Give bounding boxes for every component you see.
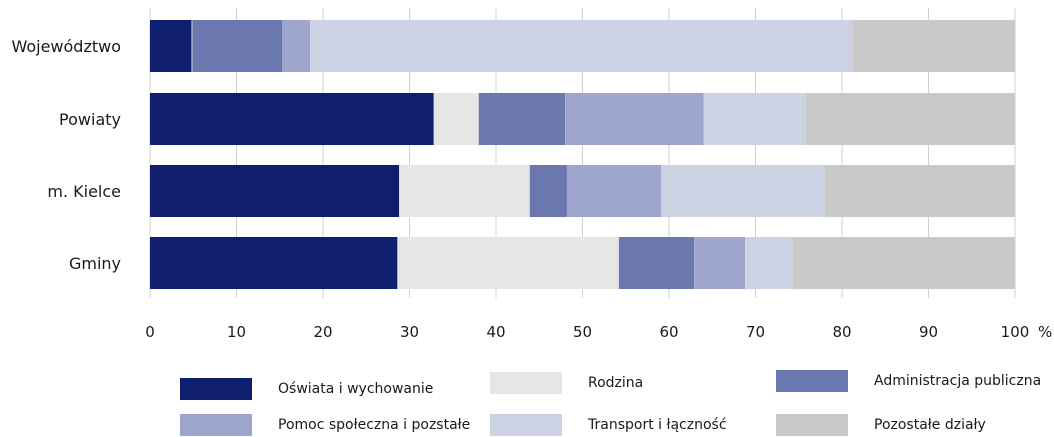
legend-item-transport: Transport i łączność (490, 413, 727, 437)
bar-segment (703, 93, 806, 145)
x-axis: % 0 10 20 30 40 50 60 70 80 90 100 (145, 323, 1052, 341)
bar-segment (618, 237, 695, 289)
bar-segment (694, 237, 746, 289)
legend-swatch (180, 378, 252, 400)
legend-swatch (490, 372, 562, 394)
x-tick-label: 100 (1001, 323, 1030, 341)
x-tick-label: 30 (400, 323, 419, 341)
x-tick-label: 0 (145, 323, 155, 341)
bar-segment (191, 20, 193, 72)
bar-segment (310, 20, 853, 72)
legend-swatch (180, 414, 252, 436)
legend-label: Rodzina (588, 375, 644, 391)
legend-item-oswiata: Oświata i wychowanie (180, 377, 433, 401)
x-tick-label: 40 (486, 323, 505, 341)
x-axis-unit: % (1038, 323, 1052, 341)
x-tick-label: 90 (919, 323, 938, 341)
legend-swatch (490, 414, 562, 436)
bar-segment (565, 93, 704, 145)
legend-label: Transport i łączność (588, 417, 727, 433)
stacked-bar-chart: % 0 10 20 30 40 50 60 70 80 90 100 Województwo Powi… (11, 8, 1052, 341)
bar-segment (824, 165, 1015, 217)
x-tick-label: 10 (227, 323, 246, 341)
category-label: Gminy (69, 254, 121, 273)
category-labels: Województwo Powiaty m. Kielce Gminy (11, 37, 121, 273)
bar-segment (150, 165, 400, 217)
bar-segment (192, 20, 283, 72)
legend-item-pozostale: Pozostałe działy (776, 413, 986, 437)
category-label: Powiaty (59, 110, 121, 129)
x-tick-label: 20 (313, 323, 332, 341)
bars (150, 20, 1015, 289)
legend: Oświata i wychowanie Rodzina Administrac… (0, 360, 1054, 437)
bar-segment (792, 237, 1015, 289)
legend-label: Administracja publiczna (874, 373, 1042, 389)
legend-label: Pozostałe działy (874, 417, 986, 433)
bar-segment (282, 20, 311, 72)
bar-segment (529, 165, 567, 217)
bar-segment (399, 165, 530, 217)
category-label: Województwo (11, 37, 121, 56)
bar-segment (661, 165, 825, 217)
bar-segment (150, 93, 434, 145)
bar-segment (150, 237, 398, 289)
legend-label: Pomoc społeczna i pozstałe (278, 417, 471, 433)
x-tick-label: 70 (746, 323, 765, 341)
legend-item-pomoc: Pomoc społeczna i pozstałe (180, 413, 470, 437)
legend-item-rodzina: Rodzina (490, 371, 643, 395)
legend-swatch (776, 414, 848, 436)
bar-segment (150, 20, 192, 72)
bar-segment (478, 93, 566, 145)
bar-segment (397, 237, 619, 289)
bar-segment (566, 165, 662, 217)
x-tick-label: 50 (573, 323, 592, 341)
bar-segment (745, 237, 793, 289)
legend-item-administracja: Administracja publiczna (776, 369, 1041, 393)
legend-swatch (776, 370, 848, 392)
bar-segment (805, 93, 1015, 145)
bar-segment (433, 93, 479, 145)
x-tick-label: 60 (659, 323, 678, 341)
x-tick-label: 80 (832, 323, 851, 341)
legend-label: Oświata i wychowanie (278, 381, 434, 397)
category-label: m. Kielce (47, 182, 121, 201)
bar-segment (852, 20, 1015, 72)
